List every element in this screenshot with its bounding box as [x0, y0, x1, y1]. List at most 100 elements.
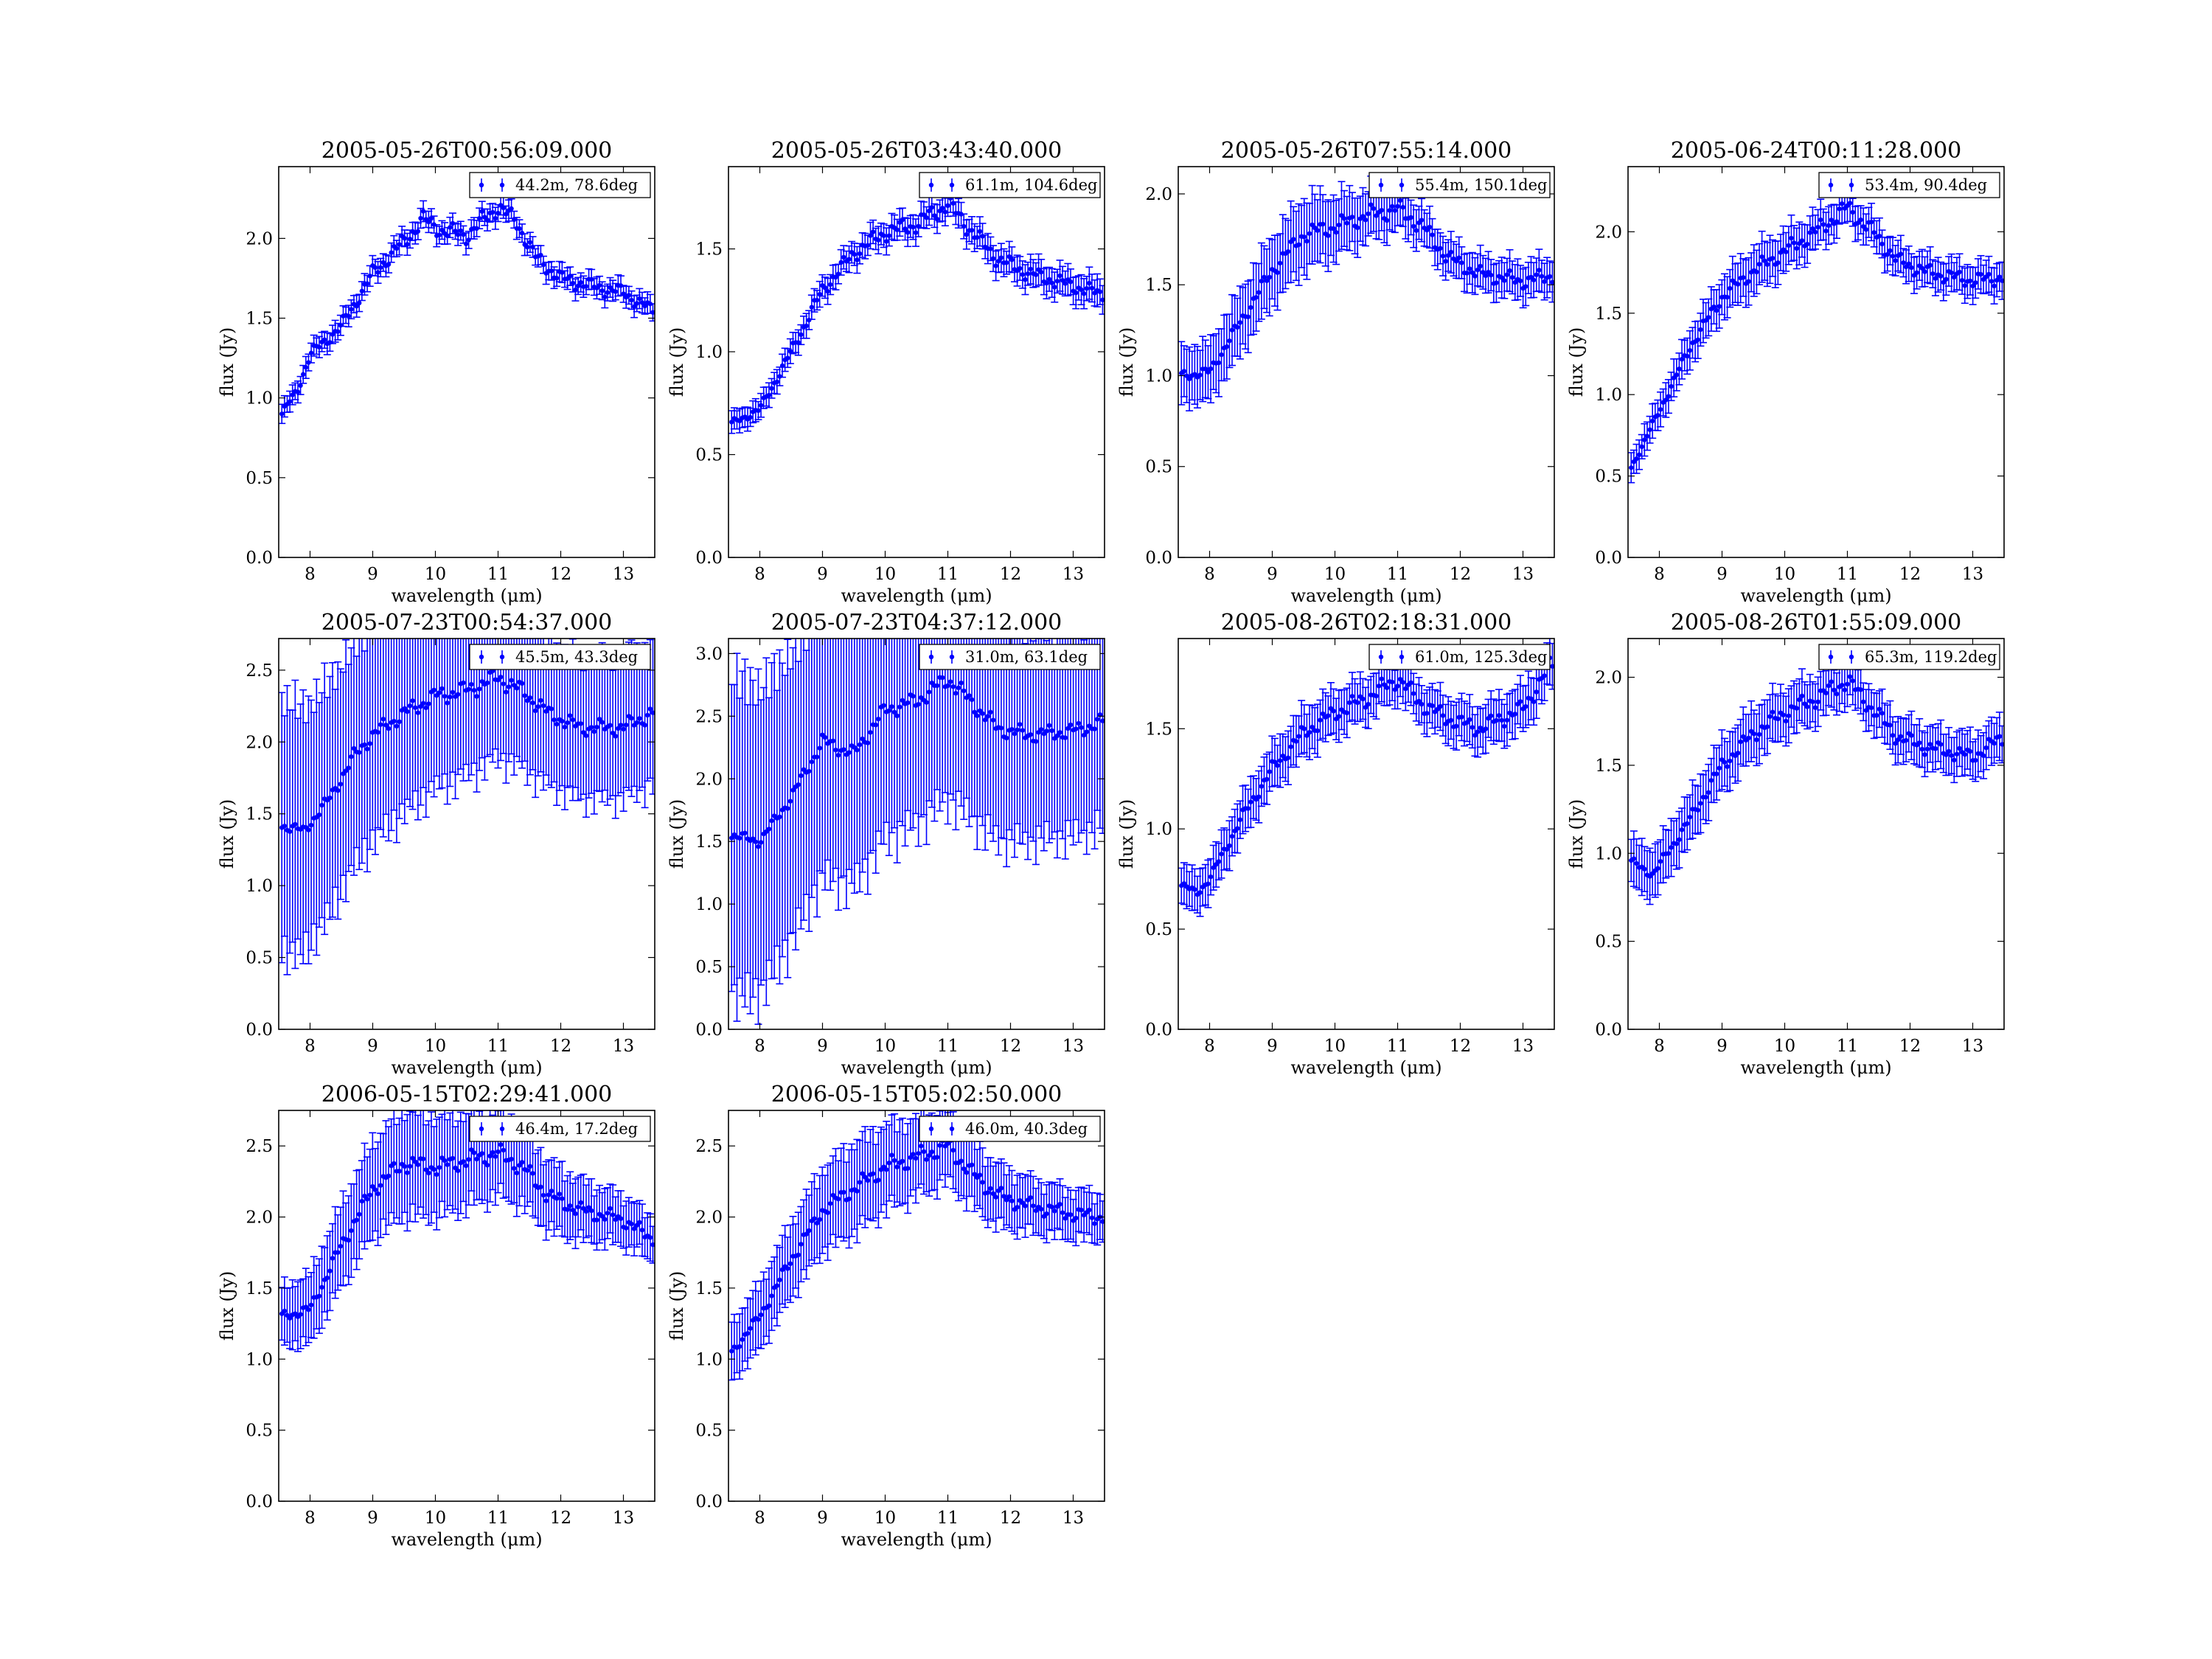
data-point — [876, 716, 881, 722]
data-point — [857, 742, 863, 748]
data-point — [298, 1312, 303, 1317]
data-point — [1695, 807, 1700, 813]
data-point — [1392, 208, 1398, 213]
data-point — [484, 218, 490, 223]
data-point — [338, 782, 344, 787]
data-point — [1296, 734, 1301, 739]
data-point — [790, 787, 796, 793]
data-point — [1470, 725, 1475, 730]
subplot-title: 2005-05-26T07:55:14.000 — [1221, 138, 1512, 164]
legend-marker — [1828, 654, 1834, 660]
x-tick-label: 13 — [613, 1037, 634, 1056]
data-point — [1531, 277, 1537, 282]
data-point — [599, 288, 605, 293]
data-point — [1644, 434, 1650, 439]
data-point — [993, 263, 998, 268]
data-point — [1775, 260, 1781, 265]
data-point — [402, 236, 407, 241]
data-point — [1807, 230, 1812, 235]
data-point — [1550, 279, 1554, 285]
data-point — [1938, 274, 1944, 279]
data-point — [891, 709, 897, 715]
data-point — [338, 1243, 344, 1249]
data-point — [2000, 742, 2004, 747]
data-point — [375, 730, 380, 735]
x-tick-label: 11 — [487, 565, 509, 584]
data-point — [1507, 268, 1512, 274]
data-point — [975, 713, 980, 718]
data-series — [279, 1110, 655, 1352]
x-tick-label: 13 — [1512, 565, 1534, 584]
data-point — [1318, 717, 1323, 723]
data-point — [988, 709, 993, 715]
data-point — [316, 344, 322, 349]
data-point — [1631, 856, 1637, 861]
data-point — [1012, 731, 1018, 737]
data-point — [573, 287, 578, 293]
data-point — [1494, 280, 1499, 285]
data-point — [493, 215, 498, 221]
data-point — [1400, 680, 1405, 685]
data-point — [303, 365, 309, 370]
data-point — [975, 234, 980, 240]
legend-label: 45.5m, 43.3deg — [515, 648, 638, 666]
data-point — [961, 688, 967, 694]
y-tick-label: 2.0 — [246, 229, 273, 248]
data-series — [728, 639, 1105, 1025]
x-tick-label: 10 — [425, 565, 446, 584]
data-point — [290, 392, 295, 397]
data-point — [463, 241, 469, 246]
data-point — [1933, 276, 1938, 281]
data-point — [1714, 307, 1719, 313]
data-point — [1706, 790, 1711, 796]
data-point — [1054, 279, 1060, 284]
data-point — [298, 383, 303, 389]
data-point — [881, 233, 886, 238]
data-point — [1502, 278, 1507, 283]
data-point — [1275, 763, 1280, 768]
data-point — [1446, 253, 1451, 258]
data-point — [833, 747, 838, 753]
data-point — [1262, 274, 1267, 280]
data-point — [1411, 223, 1416, 229]
data-point — [1687, 814, 1693, 820]
x-tick-label: 13 — [1962, 1037, 1983, 1056]
data-point — [1089, 285, 1095, 291]
data-point — [1823, 229, 1829, 234]
data-point — [1863, 227, 1869, 232]
legend-label: 61.1m, 104.6deg — [965, 176, 1097, 194]
legend-marker — [499, 654, 505, 660]
x-tick-label: 13 — [613, 565, 634, 584]
data-point — [1850, 209, 1855, 215]
data-point — [1786, 243, 1792, 248]
data-point — [645, 712, 650, 718]
data-point — [947, 679, 953, 684]
data-point — [308, 350, 314, 355]
data-point — [1786, 713, 1792, 718]
data-point — [1949, 270, 1954, 276]
legend: 44.2m, 78.6deg — [469, 172, 651, 198]
data-point — [1914, 270, 1919, 275]
data-point — [610, 730, 616, 736]
data-point — [327, 1268, 333, 1273]
data-point — [1674, 841, 1679, 846]
data-point — [1280, 753, 1286, 759]
data-point — [953, 691, 959, 696]
legend: 61.1m, 104.6deg — [919, 172, 1101, 198]
data-point — [349, 1228, 354, 1234]
data-point — [1550, 664, 1554, 669]
data-point — [1079, 287, 1084, 293]
x-axis-label: wavelength (μm) — [1290, 585, 1441, 606]
axes-frame — [728, 638, 1105, 1030]
data-point — [886, 233, 892, 238]
data-point — [1448, 249, 1454, 255]
data-point — [1363, 705, 1368, 710]
data-point — [742, 830, 748, 835]
data-point — [1789, 235, 1794, 241]
data-point — [455, 692, 461, 697]
data-point — [1459, 260, 1464, 265]
data-point — [1677, 837, 1682, 842]
data-point — [1203, 366, 1208, 372]
data-point — [394, 246, 400, 251]
data-point — [1983, 745, 1989, 751]
